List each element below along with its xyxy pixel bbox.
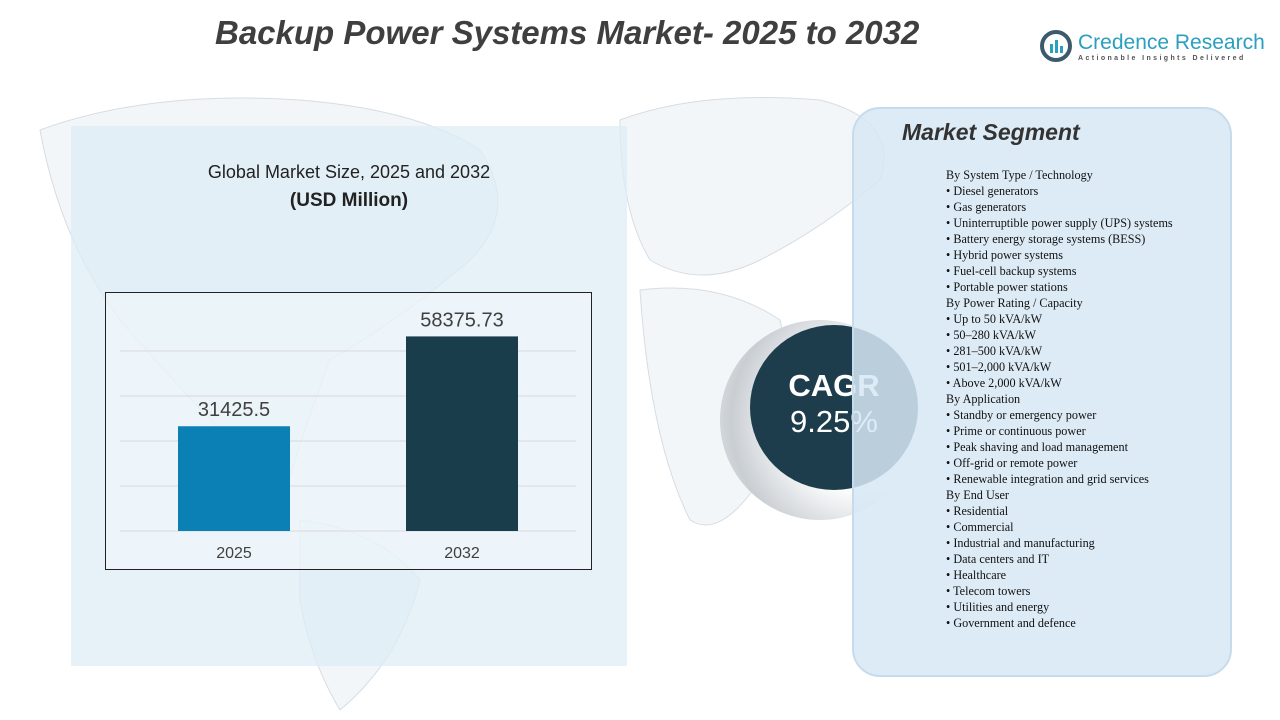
segment-heading: By System Type / Technology	[946, 168, 1093, 182]
logo-name: Credence Research	[1078, 30, 1265, 54]
chart-title: Global Market Size, 2025 and 2032	[207, 162, 491, 182]
segment-item: • Renewable integration and grid service…	[946, 472, 1149, 486]
logo-icon	[1040, 30, 1072, 62]
page-title: Backup Power Systems Market- 2025 to 203…	[215, 14, 920, 51]
segment-item: • Up to 50 kVA/kW	[946, 312, 1043, 326]
segment-item: • Gas generators	[946, 200, 1027, 214]
segment-item: • Industrial and manufacturing	[946, 536, 1095, 550]
logo: Credence Research Actionable Insights Del…	[1040, 30, 1265, 62]
segment-item: • Standby or emergency power	[946, 408, 1097, 422]
segment-item: • Healthcare	[946, 568, 1007, 582]
segment-heading: By End User	[946, 488, 1009, 502]
segment-item: • Fuel-cell backup systems	[946, 264, 1077, 278]
logo-tagline: Actionable Insights Delivered	[1078, 54, 1246, 62]
segment-item: • Off-grid or remote power	[946, 456, 1078, 470]
segment-item: • 501–2,000 kVA/kW	[946, 360, 1052, 374]
segment-item: • Prime or continuous power	[946, 424, 1086, 438]
data-label: 31425.5	[198, 399, 270, 421]
segment-item: • Utilities and energy	[946, 600, 1050, 614]
segment-heading: By Application	[946, 392, 1021, 406]
bar-chart: 31425.5 2025 58375.73 2032	[105, 292, 592, 570]
chart-unit: (USD Million)	[289, 190, 409, 211]
segment-item: • Telecom towers	[946, 584, 1031, 598]
segment-item: • Uninterruptible power supply (UPS) sys…	[946, 216, 1173, 230]
bar-2025	[178, 426, 290, 531]
segment-item: • Peak shaving and load management	[946, 440, 1128, 454]
segment-item: • Hybrid power systems	[946, 248, 1063, 262]
segment-item: • 50–280 kVA/kW	[946, 328, 1037, 342]
segment-title: Market Segment	[902, 119, 1080, 145]
bar-2032	[406, 336, 518, 531]
market-segment-panel: Market Segment By System Type / Technolo…	[852, 107, 1232, 677]
segment-heading: By Power Rating / Capacity	[946, 296, 1083, 310]
segment-item: • Commercial	[946, 520, 1014, 534]
segment-item: • Government and defence	[946, 616, 1076, 630]
segment-item: • Data centers and IT	[946, 552, 1050, 566]
segment-item: • Residential	[946, 504, 1009, 518]
x-tick-label: 2032	[444, 545, 480, 562]
x-tick-label: 2025	[216, 545, 252, 562]
segment-item: • Diesel generators	[946, 184, 1039, 198]
segment-item: • Above 2,000 kVA/kW	[946, 376, 1062, 390]
segment-item: • 281–500 kVA/kW	[946, 344, 1043, 358]
data-label: 58375.73	[420, 309, 503, 331]
segment-list: By System Type / Technology • Diesel gene…	[946, 167, 1173, 631]
segment-item: • Portable power stations	[946, 280, 1068, 294]
segment-item: • Battery energy storage systems (BESS)	[946, 232, 1146, 246]
